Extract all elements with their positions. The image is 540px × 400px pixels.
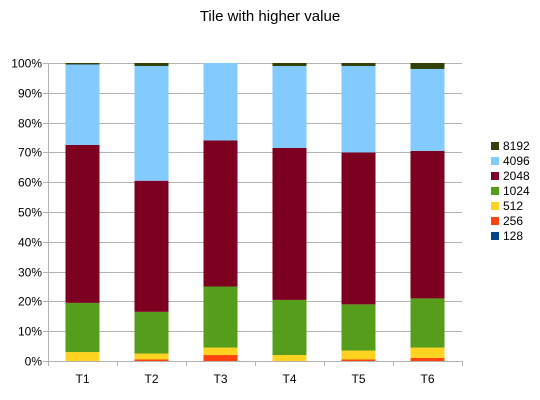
chart-title: Tile with higher value [199,8,341,25]
y-tick-label: 80% [18,117,42,131]
y-tick-label: 70% [18,146,42,160]
legend-swatch-1024 [491,187,499,195]
bar-segment-4096-T2 [134,65,169,181]
bar-segment-256-T2 [134,359,169,361]
y-tick-label: 50% [18,206,42,220]
legend-label-2048: 2048 [503,169,530,183]
legend-label-256: 256 [503,214,523,228]
legend-swatch-2048 [491,172,499,180]
y-tick-label: 30% [18,266,42,280]
x-tick-label: T2 [144,372,158,386]
bar-segment-1024-T1 [65,302,100,353]
x-tick-label: T1 [75,372,89,386]
bar-segment-256-T6 [410,358,445,361]
legend-swatch-8192 [491,142,499,150]
bar-segment-4096-T3 [203,63,238,141]
bar-segment-4096-T5 [341,65,376,153]
bar-segment-2048-T4 [272,147,307,300]
x-tick-label: T4 [282,372,296,386]
bar-segment-2048-T3 [203,140,238,287]
legend-swatch-128 [491,232,499,240]
bar-segment-8192-T4 [272,63,307,66]
bar-segment-256-T5 [341,359,376,361]
y-tick-label: 90% [18,87,42,101]
bar-segment-1024-T3 [203,286,238,348]
y-tick-label: 0% [25,355,43,369]
bar-segment-1024-T2 [134,311,169,354]
y-tick-label: 10% [18,325,42,339]
bar-segment-4096-T6 [410,68,445,151]
legend-label-8192: 8192 [503,139,530,153]
bar-segment-8192-T6 [410,63,445,69]
legend-label-128: 128 [503,229,523,243]
bar-segment-8192-T2 [134,63,169,66]
x-tick-label: T6 [420,372,434,386]
y-tick-label: 60% [18,176,42,190]
legend-swatch-512 [491,202,499,210]
bar-segment-256-T3 [203,355,238,361]
bar-segment-512-T6 [410,347,445,359]
bar-segment-512-T4 [272,355,307,361]
bar-segment-8192-T5 [341,63,376,66]
bar-segment-512-T3 [203,347,238,356]
bar-segment-2048-T2 [134,180,169,312]
y-tick-label: 40% [18,236,42,250]
bar-segment-1024-T4 [272,299,307,356]
bar-segment-2048-T6 [410,150,445,299]
bar-segment-1024-T6 [410,298,445,348]
bar-segment-2048-T5 [341,152,376,305]
bar-segment-512-T5 [341,350,376,360]
legend-label-1024: 1024 [503,184,530,198]
bar-segment-1024-T5 [341,304,376,351]
bar-segment-8192-T1 [65,63,100,65]
x-tick-label: T5 [351,372,365,386]
x-tick-label: T3 [213,372,227,386]
y-tick-label: 100% [11,57,42,71]
legend-label-4096: 4096 [503,154,530,168]
legend-swatch-256 [491,217,499,225]
y-tick-label: 20% [18,295,42,309]
bar-segment-2048-T1 [65,144,100,303]
bar-segment-512-T2 [134,353,169,360]
bar-segment-4096-T1 [65,64,100,145]
bar-segment-4096-T4 [272,65,307,148]
legend-swatch-4096 [491,157,499,165]
legend-label-512: 512 [503,199,523,213]
bar-segment-512-T1 [65,352,100,361]
